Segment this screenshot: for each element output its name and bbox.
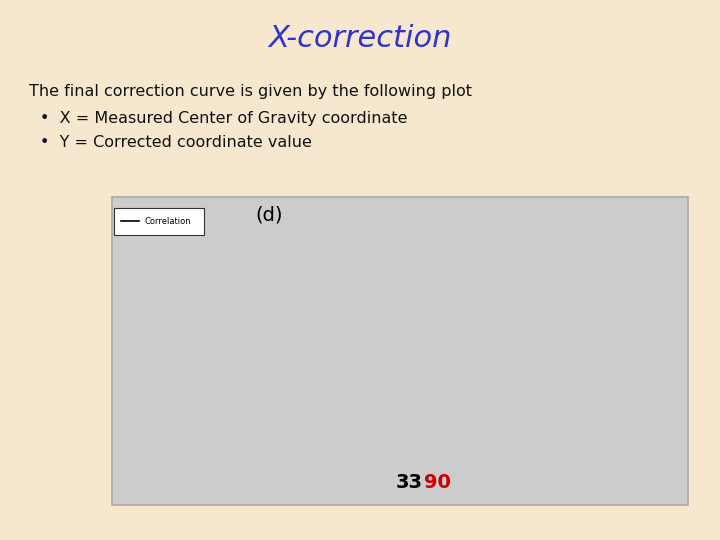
- Text: 33: 33: [396, 474, 423, 492]
- Text: X-correction: X-correction: [269, 24, 451, 53]
- Text: Correlation: Correlation: [145, 217, 192, 226]
- Text: 89: 89: [249, 304, 276, 323]
- Text: •  Y = Corrected coordinate value: • Y = Corrected coordinate value: [40, 135, 312, 150]
- Text: •  X = Measured Center of Gravity coordinate: • X = Measured Center of Gravity coordin…: [40, 111, 407, 126]
- Text: 33: 33: [204, 304, 231, 323]
- Text: (d): (d): [256, 205, 283, 224]
- Text: 90: 90: [425, 474, 451, 492]
- Text: The final correction curve is given by the following plot: The final correction curve is given by t…: [29, 84, 472, 99]
- Y-axis label: Measurement [ μm]: Measurement [ μm]: [132, 297, 142, 394]
- X-axis label: C. of G. [μm]: C. of G. [μm]: [392, 481, 454, 491]
